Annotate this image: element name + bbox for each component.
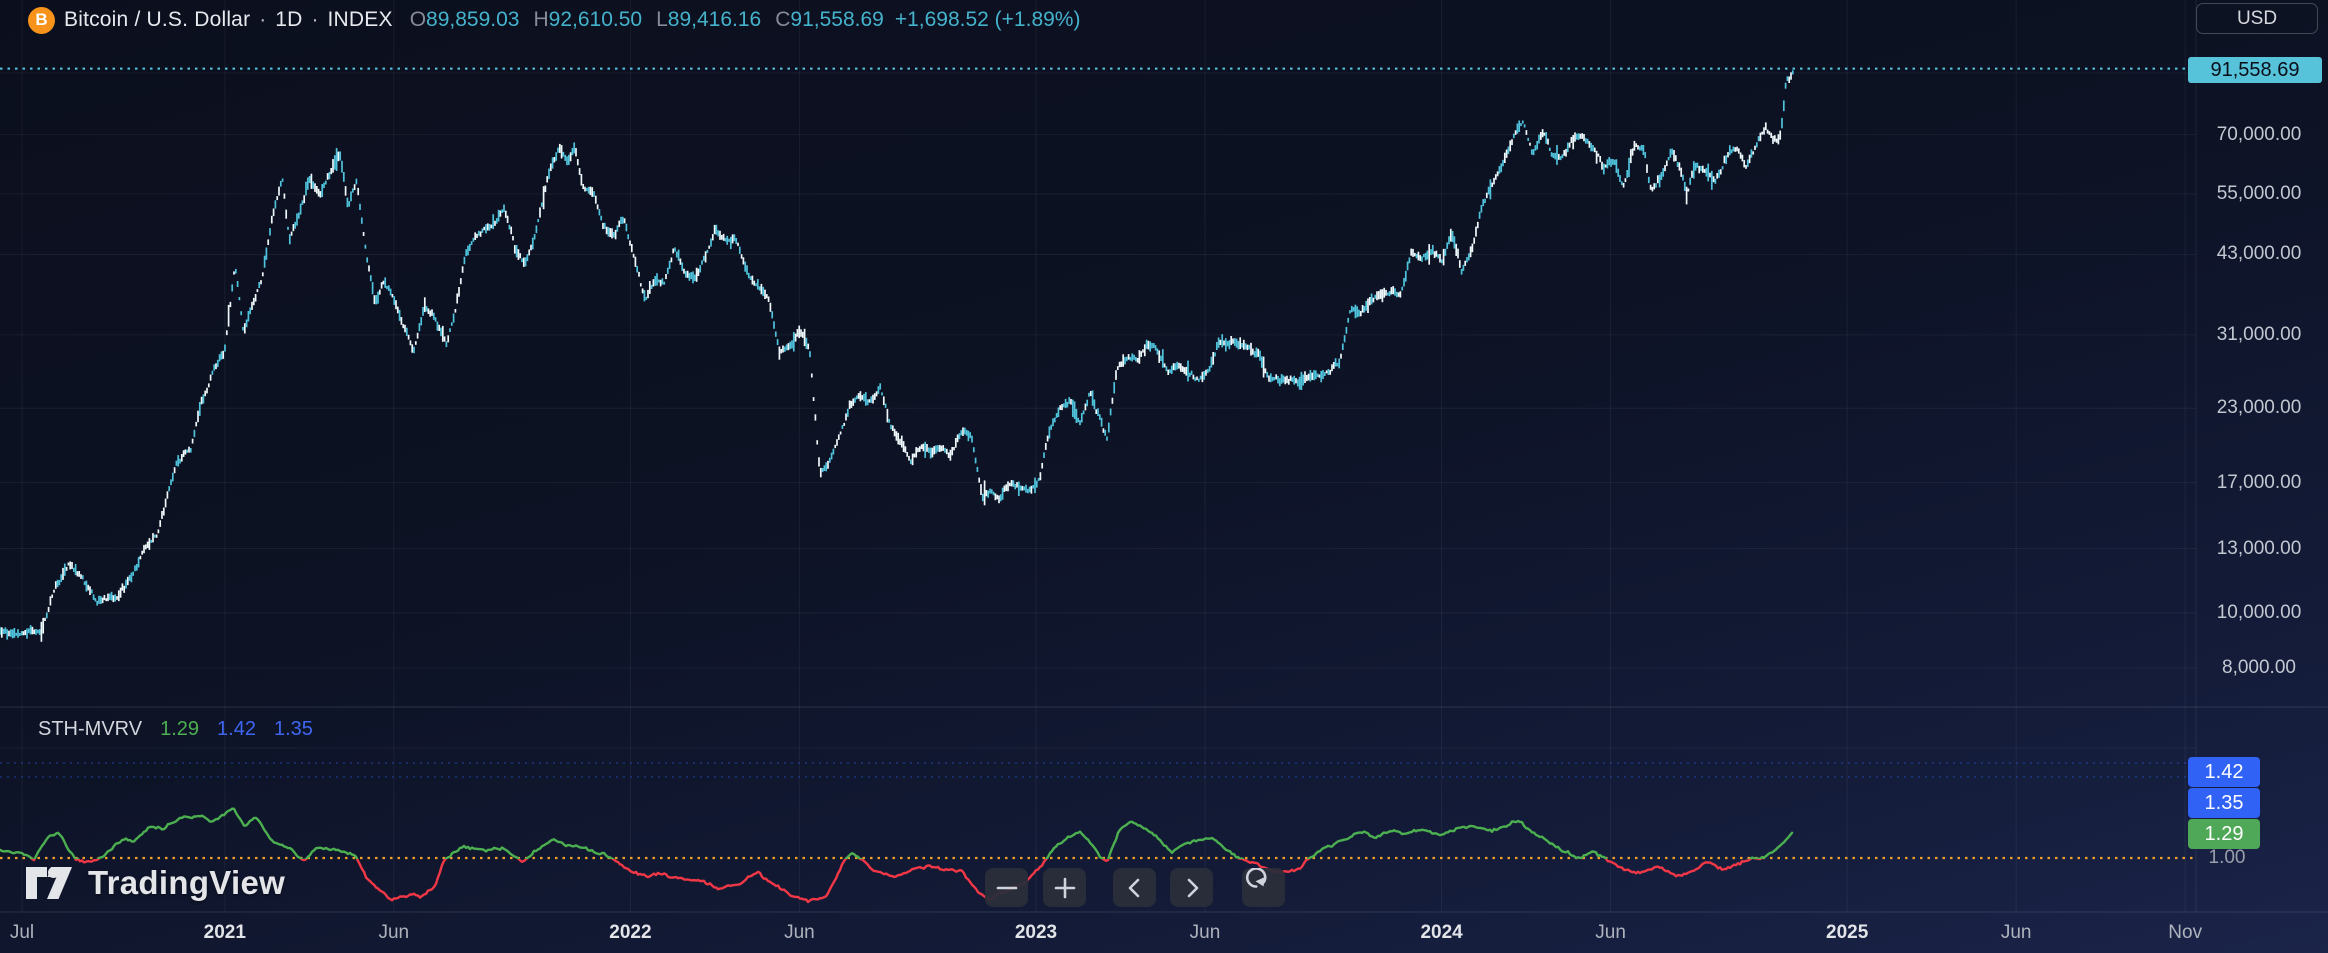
price-tick-label: 70,000.00 bbox=[2216, 123, 2302, 145]
indicator-last-value-badge: 1.29 bbox=[2188, 819, 2260, 849]
close-label: C bbox=[775, 8, 791, 31]
time-tick-label: Jun bbox=[784, 922, 815, 943]
zoom-out-icon bbox=[996, 886, 1017, 889]
indicator-value-last: 1.29 bbox=[160, 718, 200, 740]
indicator-value-mid: 1.35 bbox=[273, 718, 313, 740]
time-tick-label: Jun bbox=[378, 922, 410, 943]
indicator-line-green[interactable] bbox=[0, 807, 1794, 902]
zoom-in-icon bbox=[1054, 877, 1075, 898]
indicator-level-badge-upper: 1.42 bbox=[2188, 757, 2260, 787]
tradingview-logo-text: TradingView bbox=[88, 864, 286, 901]
time-tick-label: 2024 bbox=[1420, 922, 1463, 943]
symbol-legend[interactable]: B Bitcoin / U.S. Dollar · 1D · INDEX O89… bbox=[28, 5, 1080, 35]
high-value: 92,610.50 bbox=[548, 8, 643, 31]
price-series bbox=[0, 70, 1794, 642]
scroll-right-button[interactable] bbox=[1170, 868, 1213, 907]
indicator-name[interactable]: STH-MVRV bbox=[38, 718, 143, 740]
time-tick-label: 2022 bbox=[609, 922, 652, 943]
indicator-level-badge-mid: 1.35 bbox=[2188, 788, 2260, 818]
time-tick-label: 2021 bbox=[203, 922, 246, 943]
legend-separator: · bbox=[311, 8, 319, 31]
market-label: INDEX bbox=[327, 8, 393, 31]
price-tick-label: 10,000.00 bbox=[2216, 602, 2302, 623]
tradingview-logo-icon bbox=[26, 867, 72, 899]
time-tick-label: 2025 bbox=[1826, 922, 1869, 943]
time-tick-label: Nov bbox=[2168, 922, 2203, 943]
time-tick-label: Jun bbox=[1189, 922, 1221, 943]
price-tick-label: 17,000.00 bbox=[2216, 471, 2302, 493]
time-tick-label: 2023 bbox=[1014, 922, 1058, 943]
tradingview-logo-link[interactable]: TradingView bbox=[24, 864, 285, 902]
indicator-line-red[interactable] bbox=[0, 809, 1792, 904]
bitcoin-icon: B bbox=[28, 6, 55, 34]
price-tick-label: 23,000.00 bbox=[2216, 397, 2302, 419]
indicator-baseline-label: 1.00 bbox=[2208, 847, 2246, 868]
time-axis[interactable] bbox=[0, 912, 2328, 953]
last-price-badge: 91,558.69 bbox=[2188, 57, 2322, 83]
ohlc-values: O89,859.03 H92,610.50 L89,416.16 C91,558… bbox=[410, 8, 884, 32]
scroll-left-button[interactable] bbox=[1113, 868, 1156, 907]
price-tick-label: 8,000.00 bbox=[2222, 656, 2296, 678]
indicator-legend[interactable]: STH-MVRV 1.29 1.42 1.35 bbox=[38, 718, 313, 741]
zoom-out-button[interactable] bbox=[985, 868, 1028, 907]
open-label: O bbox=[409, 8, 427, 31]
price-tick-label: 43,000.00 bbox=[2216, 243, 2302, 265]
currency-usd-button[interactable]: USD bbox=[2196, 3, 2318, 34]
price-tick-label: 31,000.00 bbox=[2216, 323, 2302, 345]
price-tick-label: 13,000.00 bbox=[2216, 537, 2302, 559]
time-tick-label: Jul bbox=[9, 922, 35, 943]
scroll-right-icon bbox=[1187, 878, 1198, 897]
reset-chart-button[interactable] bbox=[1242, 867, 1285, 907]
high-label: H bbox=[533, 8, 549, 31]
legend-separator: · bbox=[259, 8, 267, 31]
open-value: 89,859.03 bbox=[426, 8, 520, 31]
low-label: L bbox=[656, 8, 668, 31]
time-tick-label: Jun bbox=[1595, 922, 1626, 943]
time-tick-label: Jun bbox=[2000, 922, 2032, 943]
interval-label: 1D bbox=[275, 8, 303, 31]
price-tick-label: 55,000.00 bbox=[2216, 182, 2302, 204]
reset-chart-icon bbox=[1245, 867, 1266, 888]
indicator-value-upper: 1.42 bbox=[217, 718, 256, 740]
change-value: +1,698.52 (+1.89%) bbox=[894, 8, 1081, 31]
low-value: 89,416.16 bbox=[667, 8, 762, 31]
scroll-left-icon bbox=[1128, 878, 1139, 897]
close-value: 91,558.69 bbox=[790, 8, 884, 31]
symbol-title: Bitcoin / U.S. Dollar bbox=[64, 8, 251, 31]
zoom-in-button[interactable] bbox=[1043, 868, 1086, 907]
